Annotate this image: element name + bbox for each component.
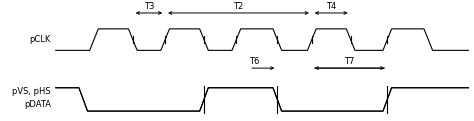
Text: pDATA: pDATA xyxy=(24,100,51,109)
Text: pCLK: pCLK xyxy=(29,35,51,44)
Text: T4: T4 xyxy=(326,2,337,11)
Text: pVS, pHS: pVS, pHS xyxy=(12,87,51,96)
Text: T6: T6 xyxy=(249,57,260,66)
Text: T7: T7 xyxy=(345,57,355,66)
Text: T3: T3 xyxy=(144,2,154,11)
Text: T2: T2 xyxy=(233,2,244,11)
